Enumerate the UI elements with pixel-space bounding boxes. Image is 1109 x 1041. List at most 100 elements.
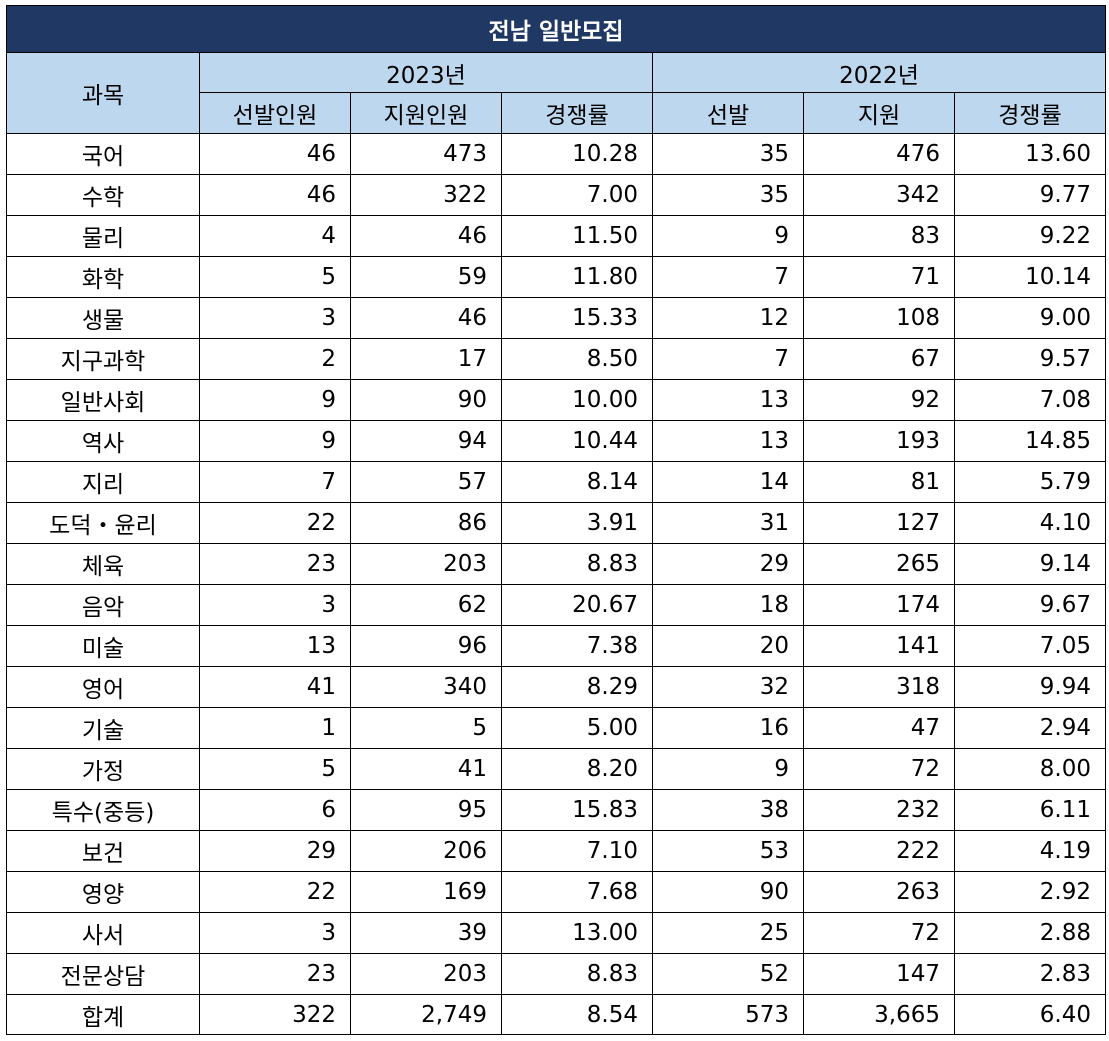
recruitment-table: 전남 일반모집 과목 2023년 2022년 선발인원 지원인원 경쟁률 선발 … bbox=[5, 5, 1107, 1035]
ratio-2022-cell: 8.00 bbox=[953, 748, 1107, 790]
ratio-2023-cell: 11.50 bbox=[501, 215, 653, 257]
selected-2023-cell: 29 bbox=[199, 830, 351, 872]
selected-2023-cell: 322 bbox=[199, 994, 351, 1035]
selected-2022-cell: 35 bbox=[652, 174, 804, 216]
selected-2022-cell: 14 bbox=[652, 461, 804, 503]
year-2023-header: 2023년 bbox=[199, 52, 653, 93]
selected-2022-cell: 9 bbox=[652, 748, 804, 790]
ratio-2023-cell: 8.83 bbox=[501, 953, 653, 995]
applicants-2023-cell: 206 bbox=[350, 830, 502, 872]
applicants-2022-cell: 81 bbox=[803, 461, 955, 503]
ratio-2023-cell: 8.50 bbox=[501, 338, 653, 380]
table-row: 미술 13 96 7.38 20 141 7.05 bbox=[6, 625, 1107, 667]
selected-2022-cell: 12 bbox=[652, 297, 804, 339]
ratio-2022-cell: 9.00 bbox=[953, 297, 1107, 339]
selected-2023-cell: 2 bbox=[199, 338, 351, 380]
selected-2022-cell: 573 bbox=[652, 994, 804, 1035]
subject-cell: 수학 bbox=[6, 174, 200, 216]
subject-cell: 일반사회 bbox=[6, 379, 200, 421]
ratio-2023-cell: 8.14 bbox=[501, 461, 653, 503]
ratio-2023-cell: 7.68 bbox=[501, 871, 653, 913]
table-body: 국어 46 473 10.28 35 476 13.60 수학 46 322 7.00 35 342 9.… bbox=[6, 133, 1107, 1035]
subject-cell: 가정 bbox=[6, 748, 200, 790]
applicants-2022-cell: 222 bbox=[803, 830, 955, 872]
selected-2023-cell: 46 bbox=[199, 174, 351, 216]
table-row: 국어 46 473 10.28 35 476 13.60 bbox=[6, 133, 1107, 175]
ratio-2023-cell: 15.33 bbox=[501, 297, 653, 339]
subject-cell: 전문상담 bbox=[6, 953, 200, 995]
selected-2022-cell: 38 bbox=[652, 789, 804, 831]
selected-2023-cell: 22 bbox=[199, 502, 351, 544]
selected-2023-cell: 3 bbox=[199, 584, 351, 626]
applicants-2022-cell: 141 bbox=[803, 625, 955, 667]
subject-cell: 역사 bbox=[6, 420, 200, 462]
applicants-2023-cell: 169 bbox=[350, 871, 502, 913]
selected-2023-cell: 23 bbox=[199, 543, 351, 585]
selected-2022-cell: 13 bbox=[652, 379, 804, 421]
subject-cell: 합계 bbox=[6, 994, 200, 1035]
applicants-2023-cell: 46 bbox=[350, 215, 502, 257]
table-row: 영양 22 169 7.68 90 263 2.92 bbox=[6, 871, 1107, 913]
ratio-2022-cell: 13.60 bbox=[953, 133, 1107, 175]
applicants-2022-cell: 232 bbox=[803, 789, 955, 831]
ratio-2022-cell: 2.92 bbox=[953, 871, 1107, 913]
ratio-2022-cell: 2.83 bbox=[953, 953, 1107, 995]
subject-cell: 물리 bbox=[6, 215, 200, 257]
ratio-2022-cell: 9.67 bbox=[953, 584, 1107, 626]
applicants-2023-cell: 59 bbox=[350, 256, 502, 298]
ratio-2023-cell: 10.44 bbox=[501, 420, 653, 462]
subject-cell: 화학 bbox=[6, 256, 200, 298]
ratio-2022-cell: 10.14 bbox=[953, 256, 1107, 298]
ratio-2022-cell: 2.88 bbox=[953, 912, 1107, 954]
subject-cell: 지구과학 bbox=[6, 338, 200, 380]
table-row: 지구과학 2 17 8.50 7 67 9.57 bbox=[6, 338, 1107, 380]
applicants-2022-cell: 92 bbox=[803, 379, 955, 421]
selected-2023-cell: 6 bbox=[199, 789, 351, 831]
applicants-2022-cell: 174 bbox=[803, 584, 955, 626]
selected-2023-cell: 3 bbox=[199, 912, 351, 954]
selected-2022-cell: 7 bbox=[652, 256, 804, 298]
selected-2022-cell: 7 bbox=[652, 338, 804, 380]
applicants-2023-cell: 17 bbox=[350, 338, 502, 380]
applicants-2022-cell: 67 bbox=[803, 338, 955, 380]
ratio-2023-cell: 3.91 bbox=[501, 502, 653, 544]
ratio-2022-cell: 4.10 bbox=[953, 502, 1107, 544]
selected-2023-cell: 22 bbox=[199, 871, 351, 913]
table-row: 음악 3 62 20.67 18 174 9.67 bbox=[6, 584, 1107, 626]
selected-2023-cell: 41 bbox=[199, 666, 351, 708]
ratio-2022-cell: 6.40 bbox=[953, 994, 1107, 1035]
selected-2022-cell: 13 bbox=[652, 420, 804, 462]
ratio-2022-cell: 7.05 bbox=[953, 625, 1107, 667]
applicants-2023-cell: 340 bbox=[350, 666, 502, 708]
ratio-2023-cell: 7.38 bbox=[501, 625, 653, 667]
applicants-2022-cell: 147 bbox=[803, 953, 955, 995]
table-row: 수학 46 322 7.00 35 342 9.77 bbox=[6, 174, 1107, 216]
subject-cell: 기술 bbox=[6, 707, 200, 749]
subject-cell: 영어 bbox=[6, 666, 200, 708]
subject-header: 과목 bbox=[6, 52, 200, 134]
selected-2022-cell: 32 bbox=[652, 666, 804, 708]
selected-2023-cell: 3 bbox=[199, 297, 351, 339]
col-header-2022-applicants: 지원 bbox=[803, 92, 955, 134]
applicants-2023-cell: 94 bbox=[350, 420, 502, 462]
table-title: 전남 일반모집 bbox=[5, 5, 1107, 53]
subject-cell: 미술 bbox=[6, 625, 200, 667]
ratio-2023-cell: 11.80 bbox=[501, 256, 653, 298]
col-header-2023-selected: 선발인원 bbox=[199, 92, 351, 134]
applicants-2022-cell: 318 bbox=[803, 666, 955, 708]
ratio-2023-cell: 15.83 bbox=[501, 789, 653, 831]
applicants-2022-cell: 476 bbox=[803, 133, 955, 175]
selected-2023-cell: 4 bbox=[199, 215, 351, 257]
applicants-2023-cell: 86 bbox=[350, 502, 502, 544]
applicants-2022-cell: 127 bbox=[803, 502, 955, 544]
col-header-2023-applicants: 지원인원 bbox=[350, 92, 502, 134]
applicants-2022-cell: 265 bbox=[803, 543, 955, 585]
subject-cell: 생물 bbox=[6, 297, 200, 339]
selected-2022-cell: 53 bbox=[652, 830, 804, 872]
table-row: 물리 4 46 11.50 9 83 9.22 bbox=[6, 215, 1107, 257]
applicants-2023-cell: 203 bbox=[350, 543, 502, 585]
selected-2022-cell: 31 bbox=[652, 502, 804, 544]
selected-2023-cell: 46 bbox=[199, 133, 351, 175]
applicants-2023-cell: 57 bbox=[350, 461, 502, 503]
applicants-2022-cell: 3,665 bbox=[803, 994, 955, 1035]
